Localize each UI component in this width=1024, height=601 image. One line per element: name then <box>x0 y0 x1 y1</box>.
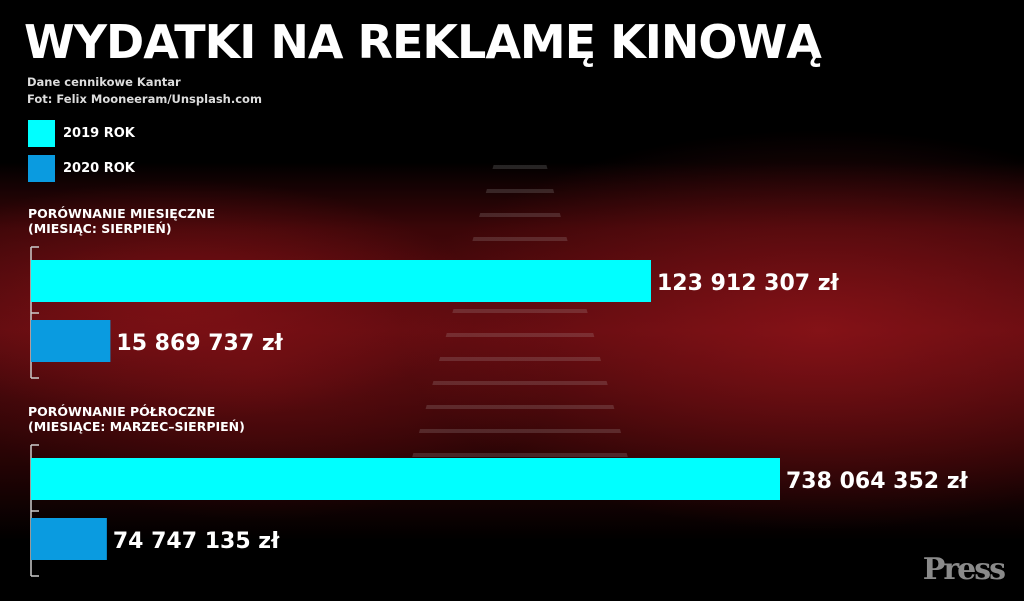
data-label: 123 912 307 zł <box>657 271 840 296</box>
bar-2020-rok <box>31 518 107 560</box>
panel-title-monthly: PORÓWNANIE MIESIĘCZNE (MIESIĄC: SIERPIEŃ… <box>28 206 215 236</box>
legend-label-2020: 2020 ROK <box>63 161 135 176</box>
legend-item-2020: 2020 ROK <box>28 155 135 182</box>
legend-swatch-2020 <box>28 155 55 182</box>
data-label: 74 747 135 zł <box>113 529 280 554</box>
panel-title-halfyear: PORÓWNANIE PÓŁROCZNE (MIESIĄCE: MARZEC–S… <box>28 404 245 434</box>
panel-heading: PORÓWNANIE PÓŁROCZNE <box>28 404 216 419</box>
bar-2019-rok <box>31 260 651 302</box>
photo-credit: Fot: Felix Mooneeram/Unsplash.com <box>27 92 262 106</box>
press-logo: Press <box>922 552 1006 587</box>
page-title: WYDATKI NA REKLAMĘ KINOWĄ <box>24 15 822 69</box>
panel-subheading: (MIESIĄCE: MARZEC–SIERPIEŃ) <box>28 419 245 434</box>
data-label: 15 869 737 zł <box>116 331 283 356</box>
data-label: 738 064 352 zł <box>786 469 969 494</box>
panel-subheading: (MIESIĄC: SIERPIEŃ) <box>28 221 172 236</box>
source-note: Dane cennikowe Kantar <box>27 75 181 89</box>
legend-swatch-2019 <box>28 120 55 147</box>
legend-label-2019: 2019 ROK <box>63 126 135 141</box>
bar-2020-rok <box>31 320 111 362</box>
legend-item-2019: 2019 ROK <box>28 120 135 147</box>
bar-2019-rok <box>31 458 780 500</box>
panel-heading: PORÓWNANIE MIESIĘCZNE <box>28 206 216 221</box>
